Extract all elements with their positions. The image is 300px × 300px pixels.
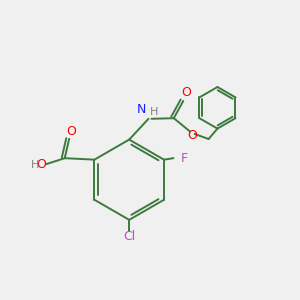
Text: Cl: Cl (123, 230, 135, 243)
Text: O: O (181, 86, 191, 99)
Text: O: O (67, 125, 76, 138)
Text: H: H (31, 160, 39, 170)
Text: N: N (137, 103, 146, 116)
Text: F: F (180, 152, 188, 165)
Text: H: H (150, 107, 158, 117)
Text: O: O (36, 158, 46, 171)
Text: O: O (188, 129, 197, 142)
